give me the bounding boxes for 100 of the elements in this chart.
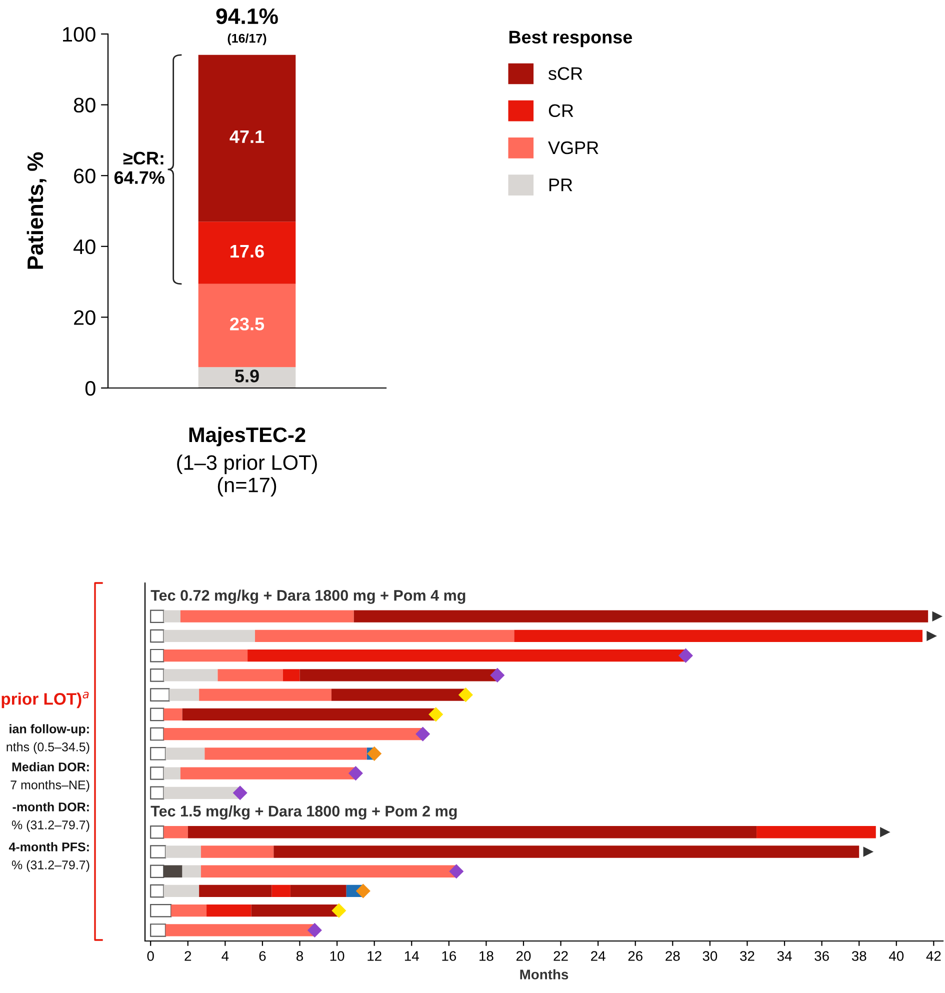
annotation: Tec 1.5 mg/kg + Dara 1800 mg + Pom 2 mg — [150, 805, 457, 820]
bar — [164, 610, 180, 622]
annotation: Tec 0.72 mg/kg + Dara 1800 mg + Pom 4 mg — [150, 590, 466, 604]
point — [348, 766, 363, 781]
bar — [150, 708, 164, 722]
text: % (31.2–79.7) — [12, 860, 90, 872]
x-tick-label: 32 — [740, 951, 754, 961]
legend-label: sCR — [548, 67, 582, 80]
x-tick-label: 10 — [330, 951, 344, 961]
x-axis-title: (1–3 prior LOT) (n=17) — [177, 454, 317, 496]
bar — [199, 688, 332, 701]
bar — [255, 630, 514, 642]
data-label: 5.9 — [235, 370, 259, 382]
point — [416, 726, 430, 742]
bar — [150, 668, 164, 682]
bar — [150, 747, 166, 760]
point — [307, 922, 322, 938]
annotation: (16/17) — [228, 34, 266, 46]
text: 4-month PFS: — [8, 842, 89, 852]
x-tick-label: 42 — [926, 951, 941, 961]
point — [356, 884, 370, 898]
point — [232, 786, 248, 800]
text: 94.1% — [216, 8, 278, 24]
bar — [164, 669, 218, 682]
bar — [198, 54, 296, 222]
point — [490, 668, 505, 682]
bar — [218, 669, 283, 682]
text: % (31.2–79.7) — [12, 820, 90, 832]
legend-title: Best response — [509, 30, 632, 48]
x-tick-label: 30 — [702, 951, 718, 961]
bar — [180, 610, 354, 622]
bar — [150, 884, 164, 898]
text: 7 months–NE) — [10, 780, 90, 792]
bar — [272, 884, 290, 898]
bar — [756, 826, 876, 838]
bar — [204, 748, 367, 760]
x-tick-label: 14 — [404, 951, 419, 961]
y-tick-label: 80 — [74, 98, 96, 113]
point — [458, 688, 473, 702]
bar — [150, 648, 164, 662]
bar — [290, 884, 346, 898]
bar — [166, 748, 205, 760]
data-label: 47.1 — [230, 130, 264, 143]
bar — [166, 846, 201, 858]
bar — [164, 865, 182, 878]
bar — [150, 727, 164, 741]
bar — [150, 904, 172, 918]
bar — [198, 367, 296, 388]
point — [449, 864, 464, 879]
x-tick-label: 22 — [554, 951, 568, 961]
bar — [514, 630, 922, 642]
x-tick-label: MajesTEC-2 — [189, 426, 306, 446]
x-tick-label: 40 — [888, 951, 904, 961]
data-label: 17.6 — [230, 244, 264, 258]
y-axis-title: Patients, % — [26, 152, 46, 269]
legend-label: CR — [548, 104, 574, 118]
point — [932, 611, 943, 622]
x-tick-label: 8 — [296, 951, 304, 961]
bar — [180, 767, 356, 780]
x-tick-label: 24 — [591, 951, 606, 961]
bar — [150, 629, 164, 643]
y-tick-label: 40 — [74, 239, 96, 254]
point — [863, 846, 874, 857]
text: -month DOR: — [12, 802, 89, 812]
x-tick-label: 26 — [628, 951, 642, 961]
x-axis-title: Months — [520, 969, 568, 980]
x-tick-label: 36 — [814, 951, 829, 961]
bar — [150, 825, 164, 839]
text: nths (0.5–34.5) — [6, 742, 90, 754]
bar — [200, 846, 274, 858]
bar — [164, 884, 200, 898]
text: Median DOR: — [12, 762, 89, 772]
x-tick-label: 0 — [147, 951, 154, 961]
bar — [150, 924, 166, 937]
bar — [150, 845, 166, 858]
legend-label: PR — [549, 178, 572, 192]
bar — [150, 610, 164, 623]
bar — [169, 688, 200, 701]
bar — [164, 630, 256, 642]
x-tick-label: 4 — [222, 951, 229, 961]
bar — [150, 864, 164, 878]
bar — [164, 767, 180, 780]
point — [367, 746, 382, 761]
x-tick-label: 34 — [777, 951, 792, 961]
bar — [282, 669, 300, 682]
x-tick-label: 20 — [516, 951, 531, 961]
data-label: 23.5 — [230, 318, 264, 330]
y-tick-label: 100 — [63, 27, 96, 42]
point — [926, 630, 937, 642]
point — [678, 648, 693, 663]
y-tick-label: 20 — [74, 310, 96, 325]
x-tick-label: 12 — [368, 951, 382, 961]
point — [332, 903, 346, 918]
text: prior LOT)$^{a}$ — [2, 692, 89, 708]
bar — [164, 786, 240, 799]
x-tick-label: 16 — [442, 951, 456, 961]
point — [428, 707, 444, 722]
y-tick-label: 0 — [85, 381, 96, 396]
bar — [150, 766, 164, 780]
x-tick-label: 18 — [480, 951, 494, 961]
